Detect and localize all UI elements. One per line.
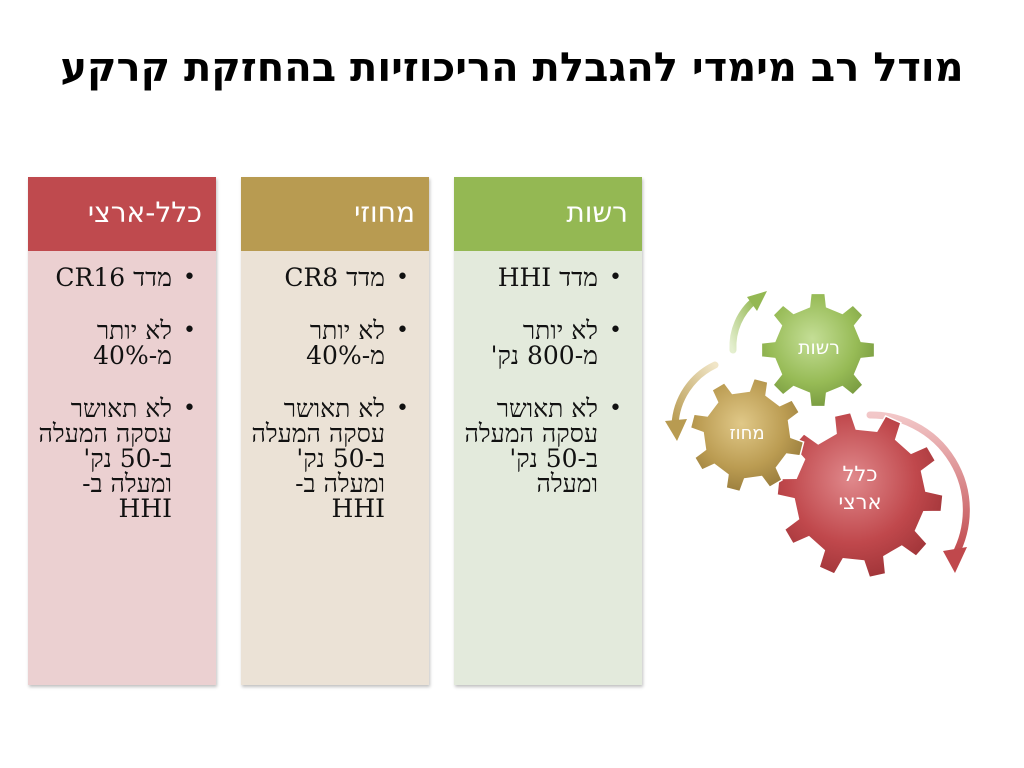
slide-title: מודל רב מימדי להגבלת הריכוזיות בהחזקת קר… [60,45,964,91]
bullet-icon: • [609,396,622,421]
column-national-list: • מדד CR16 • לא יותר מ-40% • לא תאושר עסקה … [36,265,198,521]
column-local-header: רשות [454,177,642,251]
arrow-red-icon [866,411,970,559]
gear-national-label-line2: ארצי [838,490,882,514]
list-item: • לא תאושר עסקה המעלה ב-50 נק' ומעלה ב-HH… [249,396,411,521]
arrow-gold-icon [671,361,719,429]
list-item-text: לא יותר מ-40% [93,316,172,370]
column-local-list: • מדד HHI • לא יותר מ-800 נק' • לא תאושר עס… [462,265,624,496]
bullet-icon: • [609,265,622,290]
gears-diagram: רשות מחוז כלל ארצי [655,285,995,585]
list-item-text: לא תאושר עסקה המעלה ב-50 נק' ומעלה ב-HHI [38,394,173,523]
column-local: רשות • מדד HHI • לא יותר מ-800 נק' • לא תאו… [454,177,642,685]
bullet-icon: • [396,318,409,343]
list-item-text: לא תאושר עסקה המעלה ב-50 נק' ומעלה [464,394,599,498]
gear-national-icon [776,411,944,579]
gear-local-icon [760,292,876,408]
list-item-text: לא יותר מ-40% [306,316,385,370]
list-item: • לא תאושר עסקה המעלה ב-50 נק' ומעלה [462,396,624,496]
list-item: • מדד CR8 [249,265,411,290]
bullet-icon: • [183,396,196,421]
arrow-green-head-icon [747,291,767,311]
arrow-red-head-icon [943,547,967,573]
list-item: • מדד HHI [462,265,624,290]
column-district: מחוזי • מדד CR8 • לא יותר מ-40% • לא תאושר … [241,177,429,685]
bullet-icon: • [183,265,196,290]
gear-national-label-line1: כלל [842,462,878,486]
list-item: • מדד CR16 [36,265,198,290]
gears-graphic [665,291,970,579]
list-item-text: לא יותר מ-800 נק' [490,316,598,370]
column-district-list: • מדד CR8 • לא יותר מ-40% • לא תאושר עסקה ה… [249,265,411,521]
arrow-green-icon [729,296,759,354]
column-district-header: מחוזי [241,177,429,251]
column-national-body: • מדד CR16 • לא יותר מ-40% • לא תאושר עסקה … [28,251,216,685]
list-item: • לא יותר מ-40% [249,318,411,368]
list-item: • לא תאושר עסקה המעלה ב-50 נק' ומעלה ב-HH… [36,396,198,521]
column-national-header: כלל-ארצי [28,177,216,251]
column-local-body: • מדד HHI • לא יותר מ-800 נק' • לא תאושר עס… [454,251,642,685]
arrow-gold-head-icon [665,419,687,441]
list-item-text: מדד CR16 [55,263,172,292]
gear-district-icon [689,377,805,493]
bullet-icon: • [609,318,622,343]
column-district-body: • מדד CR8 • לא יותר מ-40% • לא תאושר עסקה ה… [241,251,429,685]
list-item-text: מדד CR8 [284,263,385,292]
list-item: • לא יותר מ-40% [36,318,198,368]
gear-local-label: רשות [798,337,840,359]
column-national: כלל-ארצי • מדד CR16 • לא יותר מ-40% • לא תא… [28,177,216,685]
bullet-icon: • [396,265,409,290]
gear-district-label: מחוז [729,423,765,444]
bullet-icon: • [396,396,409,421]
list-item: • לא יותר מ-800 נק' [462,318,624,368]
list-item-text: מדד HHI [497,263,598,292]
list-item-text: לא תאושר עסקה המעלה ב-50 נק' ומעלה ב-HHI [251,394,386,523]
bullet-icon: • [183,318,196,343]
